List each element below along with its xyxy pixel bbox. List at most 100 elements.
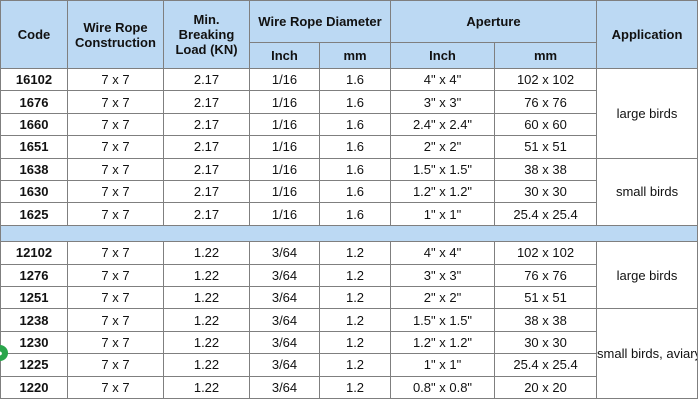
cell-inch: 3/64 [249, 375, 320, 400]
cell-ap-inch: 3" x 3" [390, 90, 496, 114]
table-row: 12102 7 x 7 1.22 3/64 1.2 4" x 4" 102 x 102 lar… [0, 241, 698, 310]
cell-ap-mm: 76 x 76 [494, 263, 598, 287]
cell-ap-mm: 76 x 76 [494, 90, 598, 114]
header-load-line2: Breaking [178, 27, 235, 42]
cell-construction: 7 x 7 [67, 202, 164, 226]
cell-inch: 1/16 [249, 67, 320, 92]
cell-code: 1230 [0, 330, 68, 355]
header-construction-line2: Construction [75, 34, 156, 50]
cell-construction: 7 x 7 [67, 308, 164, 332]
cell-construction: 7 x 7 [67, 285, 164, 310]
cell-ap-mm: 102 x 102 [494, 67, 598, 92]
cell-construction: 7 x 7 [67, 157, 164, 182]
cell-inch: 1/16 [249, 180, 320, 204]
cell-ap-inch: 1.5" x 1.5" [390, 308, 496, 332]
table-row: 1630 7 x 7 2.17 1/16 1.6 1.2" x 1.2" 30 x 30 [0, 180, 698, 204]
table-row: 1230 7 x 7 1.22 3/64 1.2 1.2" x 1.2" 30 x 30 [0, 330, 698, 355]
cell-code: 1651 [0, 135, 68, 159]
cell-code: 1220 [0, 375, 68, 400]
header-aperture-mm: mm [494, 42, 598, 69]
cell-code: 1676 [0, 90, 68, 114]
cell-construction: 7 x 7 [67, 180, 164, 204]
cell-mm: 1.6 [318, 135, 392, 159]
cell-ap-mm: 38 x 38 [494, 157, 598, 182]
cell-ap-mm: 20 x 20 [494, 375, 598, 400]
header-construction-line1: Wire Rope [83, 19, 148, 35]
table-row: 1220 7 x 7 1.22 3/64 1.2 0.8" x 0.8" 20 x 20 [0, 375, 698, 400]
cell-ap-mm: 25.4 x 25.4 [494, 202, 598, 226]
cell-inch: 1/16 [249, 202, 320, 226]
cell-inch: 3/64 [249, 330, 320, 355]
cell-mm: 1.6 [318, 202, 392, 226]
cell-code: 1238 [0, 308, 68, 332]
header-min-breaking-load: Min. Breaking Load (KN) [163, 0, 250, 69]
cell-construction: 7 x 7 [67, 353, 164, 377]
cell-load: 1.22 [163, 241, 250, 265]
cell-code: 1625 [0, 202, 68, 226]
cell-application: large birds [596, 241, 698, 310]
cell-load: 1.22 [163, 308, 250, 332]
green-circle-icon: ● [0, 345, 8, 361]
cell-mm: 1.2 [318, 308, 392, 332]
table-body: 16102 7 x 7 2.17 1/16 1.6 4" x 4" 102 x 102 lar… [0, 67, 698, 400]
table-row: 16102 7 x 7 2.17 1/16 1.6 4" x 4" 102 x 102 lar… [0, 67, 698, 159]
cell-ap-mm: 51 x 51 [494, 135, 598, 159]
cell-code: 1251 [0, 285, 68, 310]
cell-load: 2.17 [163, 90, 250, 114]
cell-application: small birds [596, 157, 698, 226]
table-row: 1225 7 x 7 1.22 3/64 1.2 1" x 1" 25.4 x 25.4 [0, 353, 698, 377]
group-separator-cell [0, 224, 698, 243]
group-separator [0, 224, 698, 243]
cell-ap-inch: 1.5" x 1.5" [390, 157, 496, 182]
cell-code: 1660 [0, 112, 68, 137]
cell-ap-inch: 1.2" x 1.2" [390, 180, 496, 204]
cell-code: 1630 [0, 180, 68, 204]
cell-ap-mm: 38 x 38 [494, 308, 598, 332]
cell-load: 1.22 [163, 263, 250, 287]
cell-ap-mm: 25.4 x 25.4 [494, 353, 598, 377]
cell-load: 2.17 [163, 202, 250, 226]
table-row: 1638 7 x 7 2.17 1/16 1.6 1.5" x 1.5" 38 x 38 sm… [0, 157, 698, 226]
cell-construction: 7 x 7 [67, 67, 164, 92]
cell-load: 1.22 [163, 285, 250, 310]
cell-ap-mm: 51 x 51 [494, 285, 598, 310]
cell-ap-inch: 1.2" x 1.2" [390, 330, 496, 355]
cell-ap-inch: 2" x 2" [390, 135, 496, 159]
cell-ap-inch: 4" x 4" [390, 241, 496, 265]
cell-mm: 1.6 [318, 67, 392, 92]
cell-construction: 7 x 7 [67, 135, 164, 159]
cell-load: 1.22 [163, 353, 250, 377]
cell-construction: 7 x 7 [67, 90, 164, 114]
cell-construction: 7 x 7 [67, 241, 164, 265]
cell-construction: 7 x 7 [67, 375, 164, 400]
cell-mm: 1.2 [318, 353, 392, 377]
cell-ap-mm: 102 x 102 [494, 241, 598, 265]
cell-application: small birds, aviary [596, 308, 698, 399]
cell-inch: 3/64 [249, 241, 320, 265]
cell-mm: 1.2 [318, 285, 392, 310]
cell-application: large birds [596, 68, 698, 159]
cell-load: 2.17 [163, 180, 250, 204]
table-row: 1660 7 x 7 2.17 1/16 1.6 2.4" x 2.4" 60 x 60 [0, 112, 698, 137]
cell-ap-inch: 2.4" x 2.4" [390, 112, 496, 137]
cell-load: 2.17 [163, 135, 250, 159]
table-row: 1625 7 x 7 2.17 1/16 1.6 1" x 1" 25.4 x 25.4 [0, 202, 698, 226]
header-diameter-inch: Inch [249, 42, 320, 69]
cell-code: 1225 [0, 353, 68, 377]
cell-inch: 1/16 [249, 135, 320, 159]
header-diameter-mm: mm [318, 42, 392, 69]
cell-ap-mm: 30 x 30 [494, 180, 598, 204]
cell-mm: 1.2 [318, 241, 392, 265]
header-wire-rope-diameter: Wire Rope Diameter [248, 0, 392, 43]
cell-mm: 1.2 [318, 330, 392, 355]
header-aperture: Aperture [390, 0, 598, 43]
cell-code: 12102 [0, 241, 68, 265]
cell-ap-inch: 1" x 1" [390, 353, 496, 377]
cell-ap-mm: 30 x 30 [494, 330, 598, 355]
cell-ap-inch: 3" x 3" [390, 263, 496, 287]
header-construction: Wire Rope Construction [67, 0, 164, 69]
cell-construction: 7 x 7 [67, 112, 164, 137]
header-application: Application [596, 0, 698, 69]
cell-code: 1638 [0, 157, 68, 182]
